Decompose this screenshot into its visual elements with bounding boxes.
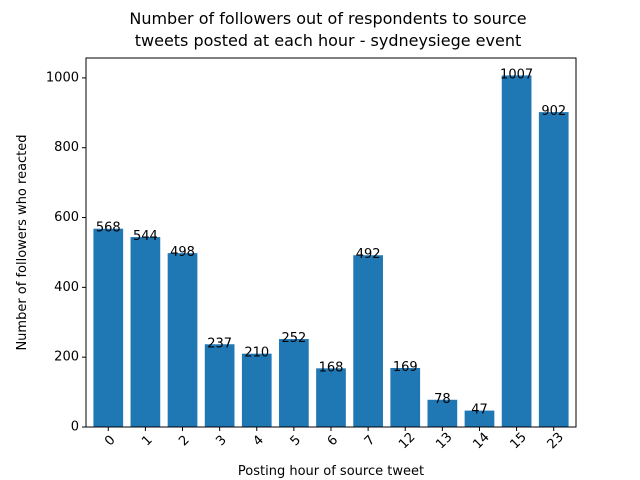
bar-hour-12 [390, 368, 421, 427]
x-tick-label: 12 [396, 430, 418, 452]
data-label-hour-6: 168 [319, 360, 344, 375]
x-tick-label: 0 [102, 433, 118, 449]
y-tick-label: 600 [54, 210, 79, 225]
x-tick-label: 23 [545, 430, 567, 452]
x-tick-label: 2 [176, 433, 192, 449]
data-label-hour-5: 252 [281, 331, 306, 346]
data-label-hour-15: 1007 [500, 67, 533, 82]
plot-frame [85, 57, 577, 428]
bar-hour-13 [427, 399, 458, 427]
bar-hour-14 [464, 410, 495, 427]
data-label-hour-4: 210 [244, 346, 269, 361]
x-tick-label: 14 [470, 430, 492, 452]
x-tick-label: 15 [507, 430, 529, 452]
bar-hour-0 [93, 228, 124, 427]
data-label-hour-2: 498 [170, 245, 195, 260]
x-tick-label: 5 [288, 433, 304, 449]
data-label-hour-13: 78 [434, 392, 451, 407]
y-axis-label: Number of followers who reacted [15, 134, 30, 350]
x-axis-label: Posting hour of source tweet [238, 464, 424, 479]
y-axis-ticks: 0 200 400 600 800 1000 [46, 70, 86, 435]
bar-hour-7 [353, 255, 383, 427]
y-tick-label: 0 [71, 420, 79, 435]
data-label-hour-23: 902 [541, 104, 566, 119]
bar-hour-4 [241, 353, 272, 427]
bar-hour-23 [538, 112, 569, 427]
bar-hour-5 [279, 339, 309, 427]
x-tick-label: 3 [213, 433, 229, 449]
chart-title-line-1: Number of followers out of respondents t… [129, 9, 527, 28]
y-tick-label: 800 [54, 140, 79, 155]
y-tick-label: 200 [54, 350, 79, 365]
data-label-hour-14: 47 [471, 403, 488, 418]
x-tick-label: 4 [251, 433, 267, 449]
bar-hour-3 [204, 344, 235, 427]
x-tick-label: 6 [325, 433, 341, 449]
x-tick-label: 7 [362, 433, 378, 449]
bar-hour-1 [130, 237, 161, 427]
x-axis-ticks: 0 1 2 3 4 5 6 7 12 13 14 15 23 [102, 427, 567, 452]
data-label-hour-3: 237 [207, 336, 232, 351]
bar-hour-6 [316, 368, 346, 427]
bar-hour-15 [501, 75, 532, 427]
chart-title-line-2: tweets posted at each hour - sydneysiege… [134, 31, 522, 50]
data-labels-group: 568 544 498 237 210 252 168 492 169 78 47 1007 902 [96, 67, 566, 417]
y-tick-label: 400 [54, 280, 79, 295]
chart-title: Number of followers out of respondents t… [0, 8, 640, 52]
bar-hour-2 [167, 253, 198, 427]
data-label-hour-7: 492 [356, 247, 381, 262]
bars-group [93, 75, 569, 427]
y-tick-label: 1000 [46, 70, 79, 85]
data-label-hour-0: 568 [96, 221, 121, 236]
x-tick-label: 1 [139, 433, 155, 449]
data-label-hour-1: 544 [133, 229, 158, 244]
data-label-hour-12: 169 [393, 360, 418, 375]
x-tick-label: 13 [433, 430, 455, 452]
